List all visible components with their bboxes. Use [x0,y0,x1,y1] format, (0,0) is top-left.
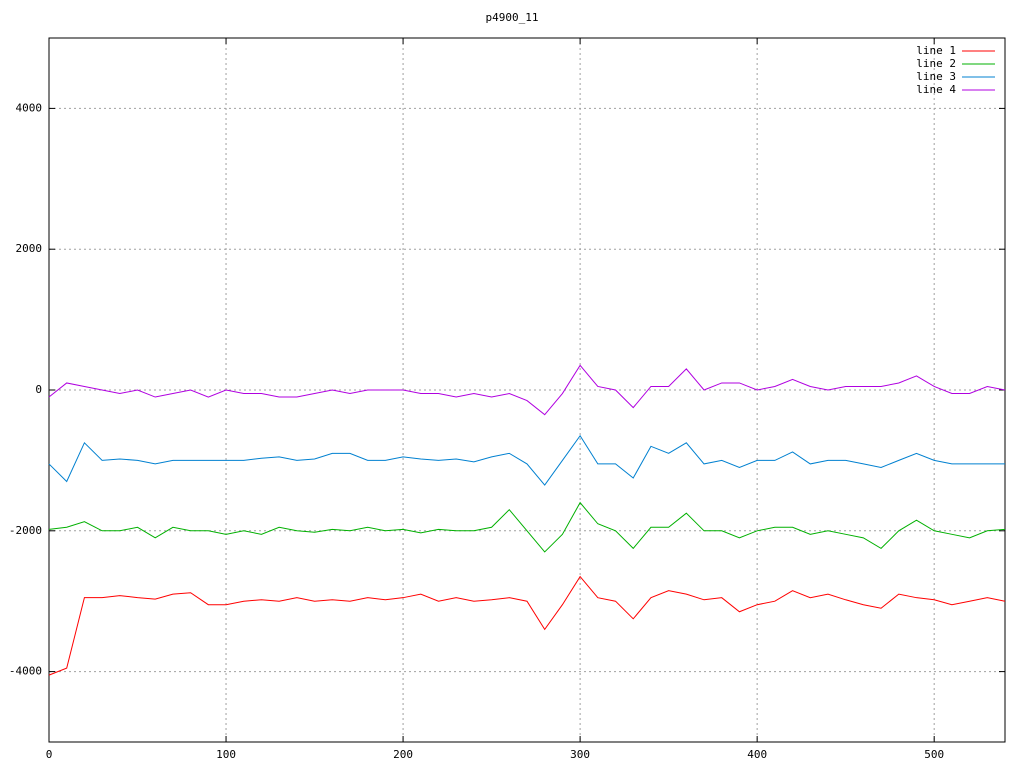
y-tick-label: -2000 [9,524,42,537]
x-tick-label: 300 [570,748,590,761]
x-tick-label: 400 [747,748,767,761]
data-line [48,434,1005,486]
data-line [48,364,1006,416]
chart-title: p4900_11 [486,11,539,24]
y-tick-label: 0 [35,383,42,396]
x-tick-label: 100 [216,748,236,761]
x-tick-label: 0 [46,748,53,761]
legend-label: line 4 [916,83,956,96]
legend-label: line 1 [916,44,956,57]
y-tick-label: 2000 [16,242,43,255]
data-line [48,575,1006,676]
x-tick-label: 500 [924,748,944,761]
y-tick-label: 4000 [16,101,43,114]
y-tick-label: -4000 [9,665,42,678]
data-line [48,501,1006,553]
legend-label: line 3 [916,70,956,83]
legend-label: line 2 [916,57,956,70]
x-tick-label: 200 [393,748,413,761]
